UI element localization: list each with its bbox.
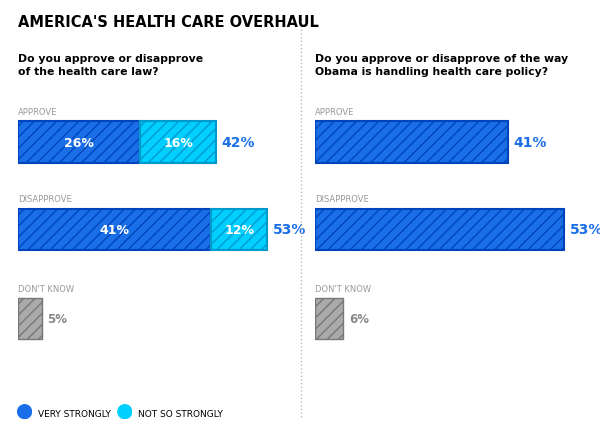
Text: Do you approve or disapprove of the way
Obama is handling health care policy?: Do you approve or disapprove of the way … (315, 54, 568, 77)
Text: 42%: 42% (221, 136, 255, 150)
Circle shape (17, 405, 32, 419)
Bar (315, 209, 565, 250)
Bar (18, 209, 211, 250)
Text: 6%: 6% (349, 313, 369, 326)
Text: Do you approve or disapprove
of the health care law?: Do you approve or disapprove of the heal… (18, 54, 203, 77)
Text: 53%: 53% (570, 223, 600, 237)
Text: 16%: 16% (163, 136, 193, 149)
Bar (18, 122, 140, 163)
Text: DISAPPROVE: DISAPPROVE (18, 195, 72, 203)
Text: APPROVE: APPROVE (315, 108, 355, 117)
Text: VERY STRONGLY: VERY STRONGLY (38, 409, 110, 418)
Bar (315, 298, 343, 340)
Text: NOT SO STRONGLY: NOT SO STRONGLY (138, 409, 223, 418)
Text: DON'T KNOW: DON'T KNOW (18, 284, 74, 293)
Text: 41%: 41% (514, 136, 547, 150)
Text: 26%: 26% (64, 136, 94, 149)
Text: AMERICA'S HEALTH CARE OVERHAUL: AMERICA'S HEALTH CARE OVERHAUL (18, 15, 319, 30)
Bar (18, 298, 41, 340)
Text: 12%: 12% (224, 223, 254, 236)
Bar (315, 122, 508, 163)
Text: 41%: 41% (100, 223, 130, 236)
Text: DON'T KNOW: DON'T KNOW (315, 284, 371, 293)
Text: 5%: 5% (47, 313, 67, 326)
Bar (211, 209, 268, 250)
Circle shape (118, 405, 132, 419)
Bar (140, 122, 215, 163)
Text: DISAPPROVE: DISAPPROVE (315, 195, 369, 203)
Text: APPROVE: APPROVE (18, 108, 58, 117)
Text: 53%: 53% (273, 223, 307, 237)
